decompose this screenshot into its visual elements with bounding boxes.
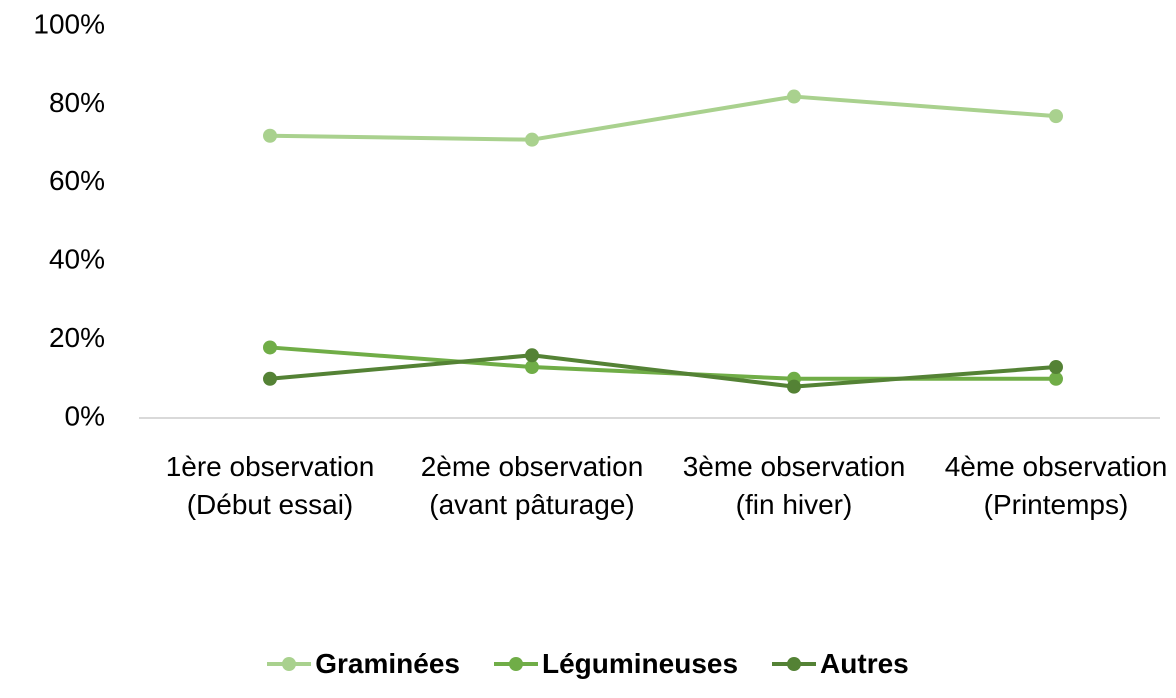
data-point [263,340,277,355]
legend-marker [508,657,523,671]
x-tick-label: 4ème observation (Printemps) [944,451,1168,520]
x-tick-label: 3ème observation (fin hiver) [682,451,906,520]
y-tick-label: 0% [65,400,105,431]
data-point [525,360,539,375]
y-tick-label: 40% [49,244,105,275]
legend-swatch [267,649,312,679]
data-point [263,128,277,143]
y-tick-label: 20% [49,322,105,353]
data-point [1049,371,1063,386]
y-tick-label: 80% [49,87,105,118]
x-tick-label: 2ème observation (avant pâturage) [420,451,644,520]
legend-item: Graminées [267,648,460,680]
legend-item: Autres [772,648,909,680]
legend-swatch [772,649,817,679]
data-point [525,132,539,147]
data-point [787,89,801,104]
legend-label: Autres [820,648,909,679]
series-line [269,94,1057,142]
data-point [787,379,801,394]
x-tick-label: 1ère observation (Début essai) [165,451,375,520]
data-point [525,348,539,363]
data-point [1049,360,1063,375]
legend: Graminées Légumineuses Autres [0,648,1176,680]
series-line [269,353,1057,389]
y-tick-label: 100% [33,8,105,39]
legend-label: Graminées [315,648,460,679]
legend-item: Légumineuses [493,648,739,680]
legend-marker [282,657,297,671]
legend-label: Légumineuses [541,648,739,679]
legend-marker [787,657,802,671]
y-tick-label: 60% [49,165,105,196]
data-point [1049,109,1063,124]
legend-swatch [493,649,538,679]
data-point [263,371,277,386]
